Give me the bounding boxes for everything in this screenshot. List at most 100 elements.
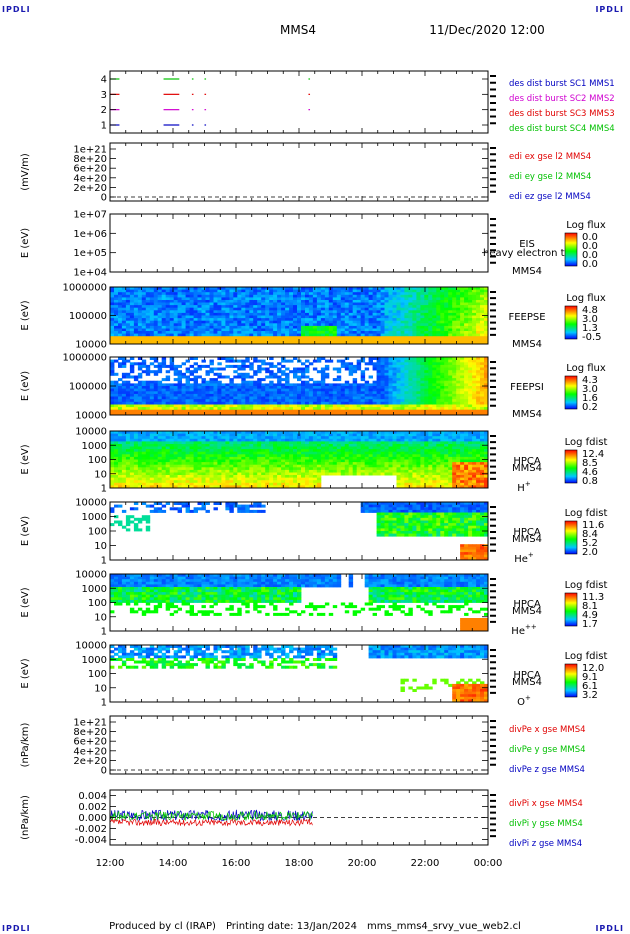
feeps-e-spectrogram	[110, 287, 489, 345]
hpca-h-ylabel: E (eV)	[20, 444, 31, 474]
hpca-h-colorbar-tick-4: 0.8	[582, 476, 598, 487]
hpca-hepp-instrument: HPCA	[513, 599, 541, 610]
eis-colorbar-tick-3: 0.0	[582, 250, 598, 261]
edi-ytick-3: 4e+20	[73, 173, 107, 184]
hpca-he-spectrogram	[110, 502, 489, 561]
feeps-i-ytick-2: 100000	[69, 382, 107, 393]
hpca-he-ytick-5: 10000	[75, 498, 107, 509]
spacecraft-title: MMS4	[280, 23, 316, 37]
divpi-series-1	[109, 809, 313, 822]
hpca-hepp-ytick-2: 10	[94, 612, 107, 623]
burst-ytick-1: 1	[101, 121, 107, 132]
feeps-i-spacecraft: MMS4	[512, 409, 542, 420]
edi-ytick-1: 0	[101, 193, 107, 204]
time-tick-7: 00:00	[474, 858, 503, 869]
feeps-i-ylabel: E (eV)	[20, 371, 31, 401]
eis-instrument: EIS	[519, 239, 535, 250]
divpe-frame	[109, 715, 489, 775]
divpi-legend-1: divPi x gse MMS4	[509, 799, 583, 809]
divpe-legend-1: divPe x gse MMS4	[509, 725, 586, 735]
feeps-i-colorbar-title: Log flux	[566, 363, 606, 374]
hpca-o-colorbar-tick-3: 6.1	[582, 681, 598, 692]
hpca-h-colorbar	[564, 449, 578, 484]
hpca-he-ytick-3: 100	[88, 527, 107, 538]
hpca-hepp-colorbar-tick-4: 1.7	[582, 619, 598, 630]
feeps-e-colorbar-tick-4: -0.5	[582, 332, 602, 343]
feeps-e-spacecraft: MMS4	[512, 339, 542, 350]
hpca-h-colorbar-title: Log fdist	[565, 437, 608, 448]
panel-feeps-e: 10000 100000 1000000 E (eV) FEEPSE MMS4 Log fl…	[20, 283, 606, 351]
hpca-he-species-charge: +	[528, 551, 534, 559]
hpca-h-instrument: HPCA	[513, 456, 541, 467]
hpca-h-ytick-4: 1000	[82, 441, 107, 452]
hpca-he-colorbar-tick-2: 8.4	[582, 529, 598, 540]
time-tick-4: 18:00	[285, 858, 314, 869]
divpi-legend-3: divPi z gse MMS4	[509, 839, 582, 849]
hpca-h-spacecraft: MMS4	[512, 463, 542, 474]
hpca-o-colorbar-title: Log fdist	[565, 651, 608, 662]
burst-ytick-4: 4	[101, 75, 107, 86]
divpi-ytick-4: 0.002	[78, 802, 107, 813]
feeps-i-colorbar-tick-3: 1.6	[582, 393, 598, 404]
hpca-o-ytick-2: 10	[94, 683, 107, 694]
feeps-e-instrument: FEEPSE	[508, 312, 545, 323]
eis-colorbar	[564, 232, 578, 267]
datetime-title: 11/Dec/2020 12:00	[429, 23, 545, 37]
hpca-he-colorbar-title: Log fdist	[565, 508, 608, 519]
hpca-h-colorbar-tick-3: 4.6	[582, 467, 598, 478]
edi-ytick-4: 6e+20	[73, 164, 107, 175]
divpi-legend-2: divPi y gse MMS4	[509, 819, 583, 829]
hpca-o-ytick-4: 1000	[82, 655, 107, 666]
hpca-h-colorbar-tick-2: 8.5	[582, 458, 598, 469]
feeps-e-colorbar-tick-1: 4.8	[582, 305, 598, 316]
feeps-e-colorbar	[564, 305, 578, 340]
divpi-series-2	[109, 810, 313, 822]
edi-legend-2: edi ey gse l2 MMS4	[509, 172, 591, 182]
eis-colorbar-tick-2: 0.0	[582, 241, 598, 252]
divpe-ytick-3: 4e+20	[73, 746, 107, 757]
panel-feeps-i: 10000 100000 1000000 E (eV) FEEPSI MMS4 Log fl…	[20, 353, 606, 422]
eis-colorbar-title: Log flux	[566, 220, 606, 231]
corner-label-tl: IPDLI	[2, 5, 31, 14]
burst-ytick-2: 2	[101, 105, 107, 116]
corner-label-tr: IPDLI	[595, 5, 624, 14]
hpca-he-ytick-4: 1000	[82, 512, 107, 523]
hpca-o-species-charge: +	[525, 694, 531, 702]
hpca-hepp-ytick-1: 1	[101, 627, 107, 638]
divpe-ytick-2: 2e+20	[73, 756, 107, 767]
hpca-o-colorbar-tick-2: 9.1	[582, 672, 598, 683]
footer-text: Produced by cl (IRAP) Printing date: 13/J…	[109, 921, 521, 932]
time-tick-2: 14:00	[159, 858, 188, 869]
divpi-ytick-5: 0.004	[78, 791, 107, 802]
hpca-hepp-colorbar-tick-2: 8.1	[582, 601, 598, 612]
edi-legend-1: edi ex gse l2 MMS4	[509, 152, 591, 162]
time-tick-1: 12:00	[96, 858, 125, 869]
burst-ytick-3: 3	[101, 90, 107, 101]
hpca-o-ytick-5: 10000	[75, 641, 107, 652]
burst-legend-2: des dist burst SC2 MMS2	[509, 94, 615, 104]
eis-ytick-1: 1e+04	[73, 268, 107, 279]
hpca-hepp-colorbar	[564, 592, 578, 627]
hpca-hepp-ytick-3: 100	[88, 598, 107, 609]
feeps-e-colorbar-tick-3: 1.3	[582, 323, 598, 334]
feeps-i-colorbar-tick-2: 3.0	[582, 384, 598, 395]
eis-spacecraft: MMS4	[512, 266, 542, 277]
burst-legend-1: des dist burst SC1 MMS1	[509, 79, 615, 89]
feeps-i-colorbar-tick-1: 4.3	[582, 375, 598, 386]
divpi-ylabel: (nPa/km)	[20, 795, 31, 840]
hpca-hepp-spacecraft: MMS4	[512, 606, 542, 617]
hpca-he-colorbar-tick-1: 11.6	[582, 520, 604, 531]
divpe-ytick-1: 0	[101, 766, 107, 777]
hpca-hepp-colorbar-tick-3: 4.9	[582, 610, 598, 621]
divpe-ytick-5: 8e+20	[73, 727, 107, 738]
feeps-i-colorbar-tick-4: 0.2	[582, 402, 598, 413]
hpca-hepp-spectrogram	[110, 574, 489, 632]
panel-eis: 1e+04 1e+05 1e+06 1e+07 E (eV) EIS MMS4 heavy e…	[20, 210, 606, 279]
